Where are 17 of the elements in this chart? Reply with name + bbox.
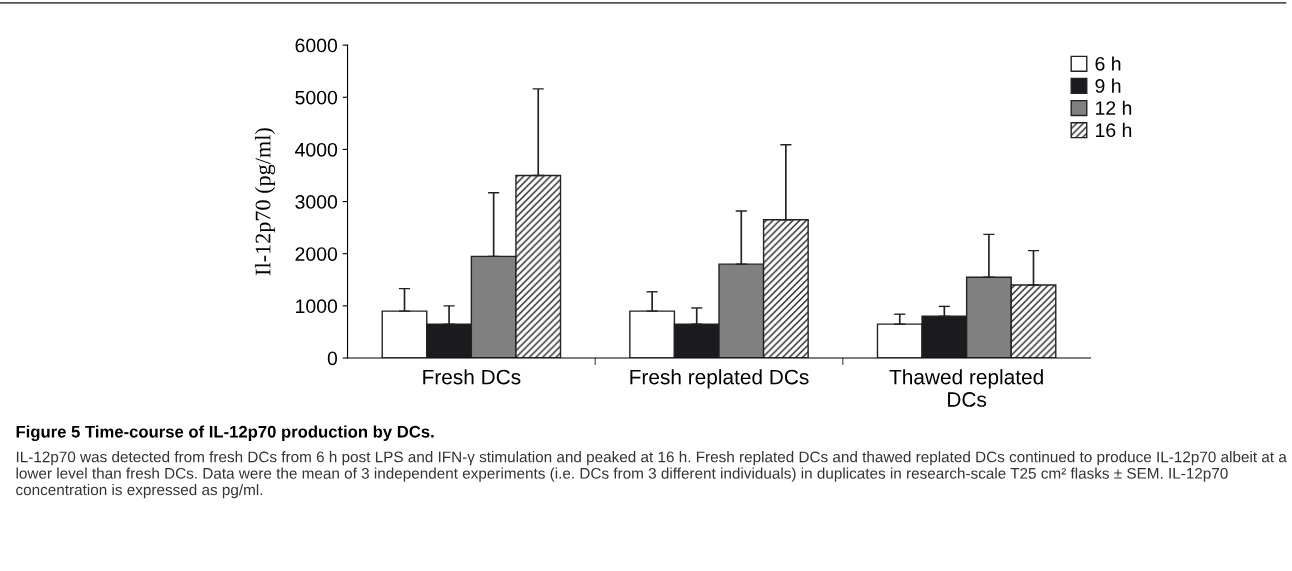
legend-label: 16 h <box>1096 122 1132 138</box>
y-tick-label: 1000 <box>296 299 338 314</box>
legend-label: 6 h <box>1095 56 1121 71</box>
y-tick-label: 0 <box>327 351 338 366</box>
y-axis-title: Il-12p70 (pg/ml) <box>254 128 276 276</box>
text: Figure 5 Time-course of IL-12p70 production by DCs. <box>16 425 434 441</box>
legend-label: 9 h <box>1095 78 1121 93</box>
x-tick-label: Fresh DCs <box>423 369 521 385</box>
y-tick-label: 6000 <box>295 38 338 53</box>
y-tick-label: 4000 <box>295 142 338 157</box>
y-tick-label: 2000 <box>295 247 338 261</box>
y-tick-label: 5000 <box>295 90 338 105</box>
legend-label: 12 h <box>1096 100 1132 115</box>
x-tick-label: Thawed replated DCs <box>889 369 1043 407</box>
y-tick-label: 3000 <box>295 195 338 209</box>
x-tick-label: Fresh replated DCs <box>630 369 809 389</box>
text: IL-12p70 was detected from fresh DCs from 6 h post LPS and IFN-γ stimulation and peaked at 16 h. Fresh replated DCs and thawed replated DCs continued to produce IL-12p70 albeit at a lower level than fresh DCs. Data were the mean of 3 independent experiments (i.e. DCs from 3 different individuals) in duplicates in research-scale T25 cm² flasks ± SEM. IL-12p70 concentration is expressed as pg/ml. <box>16 451 1287 499</box>
